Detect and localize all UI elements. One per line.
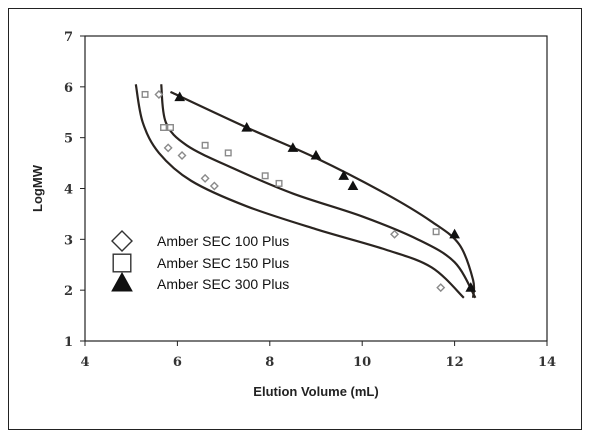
amber-sec-100-plus-fit-line	[134, 84, 465, 299]
amber-sec-300-plus-point	[338, 170, 350, 180]
amber-sec-150-plus-point	[432, 228, 440, 236]
plot-border	[84, 35, 548, 342]
legend-label-amber-sec-100-plus: Amber SEC 100 Plus	[157, 233, 289, 249]
amber-sec-150-plus-point	[160, 123, 168, 131]
data-markers	[141, 89, 477, 293]
y-tick-label: 3	[64, 233, 73, 248]
amber-sec-300-plus-point	[465, 282, 477, 292]
amber-sec-300-plus-point	[287, 142, 299, 152]
legend-square-icon	[112, 253, 132, 273]
legend-triangle-icon	[111, 271, 133, 292]
legend-label-amber-sec-150-plus: Amber SEC 150 Plus	[157, 255, 289, 271]
amber-sec-300-plus-point	[174, 91, 186, 102]
legend-diamond-icon	[111, 230, 133, 252]
x-tick-label: 14	[538, 355, 556, 370]
amber-sec-100-plus-point	[200, 173, 210, 183]
plot-area	[84, 35, 548, 342]
y-tick-label: 4	[64, 183, 73, 198]
amber-sec-150-plus-point	[275, 179, 283, 187]
amber-sec-100-plus-point	[390, 229, 400, 239]
legend: Amber SEC 100 Plus Amber SEC 150 Plus Ambe…	[111, 230, 289, 292]
y-tick-label: 7	[64, 30, 73, 45]
amber-sec-300-plus-point	[347, 180, 359, 191]
x-tick-label: 4	[80, 355, 89, 370]
amber-sec-100-plus-point	[209, 181, 219, 191]
x-axis-title: Elution Volume (mL)	[253, 384, 378, 399]
amber-sec-150-plus-point	[166, 123, 174, 131]
amber-sec-300-plus-point	[449, 228, 460, 239]
amber-sec-150-plus-point	[224, 149, 232, 157]
amber-sec-100-plus-point	[154, 89, 164, 99]
amber-sec-150-plus-point	[201, 141, 209, 149]
y-tick-label: 6	[64, 81, 73, 96]
x-tick-label: 8	[265, 355, 274, 370]
y-tick-label: 5	[64, 132, 73, 147]
y-axis-title: LogMW	[30, 164, 45, 212]
amber-sec-150-plus-point	[141, 90, 149, 98]
legend-label-amber-sec-300-plus: Amber SEC 300 Plus	[157, 276, 289, 292]
amber-sec-100-plus-point	[177, 150, 187, 160]
y-tick-label: 2	[64, 284, 73, 299]
chart-frame: 4 6 8 10 12 14 1 2 3 4 5 6 7 Amber SEC 100 Plus Amber…	[8, 8, 582, 430]
x-tick-label: 12	[446, 355, 464, 370]
amber-sec-100-plus-point	[436, 283, 446, 293]
y-tick-label: 1	[64, 335, 73, 350]
x-tick-label: 6	[173, 355, 182, 370]
amber-sec-150-plus-point	[261, 172, 269, 180]
amber-sec-300-plus-point	[310, 149, 322, 160]
amber-sec-300-plus-point	[241, 121, 253, 132]
amber-sec-100-plus-point	[163, 143, 173, 153]
x-tick-label: 10	[353, 355, 371, 370]
amber-sec-150-plus-fit-line	[160, 84, 477, 299]
